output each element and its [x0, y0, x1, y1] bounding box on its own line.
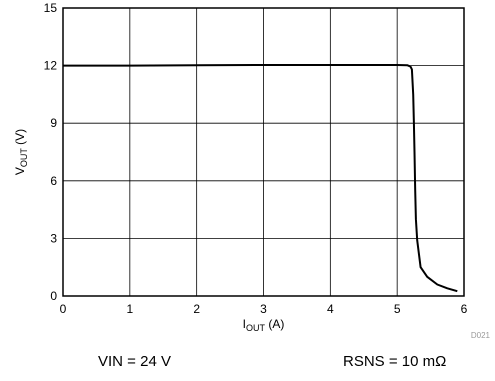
- x-axis-label: IOUT (A): [243, 317, 285, 333]
- figure-code: D021: [471, 331, 491, 340]
- x-tick-label: 0: [60, 302, 67, 316]
- y-axis-label: VOUT (V): [13, 129, 29, 175]
- y-tick-label: 15: [44, 1, 58, 15]
- x-tick-label: 4: [327, 302, 334, 316]
- y-tick-label: 9: [50, 116, 57, 130]
- x-tick-label: 5: [394, 302, 401, 316]
- x-tick-label: 3: [260, 302, 267, 316]
- plot-frame: [62, 7, 465, 297]
- series-layer: [63, 64, 458, 293]
- y-tick-label: 3: [50, 231, 57, 245]
- x-tick-label: 1: [126, 302, 133, 316]
- x-tick-label: 6: [461, 302, 468, 316]
- y-tick-label: 0: [50, 289, 57, 303]
- x-tick-label: 2: [193, 302, 200, 316]
- series-line: [63, 64, 458, 293]
- y-tick-labels: 0 3 6 9 12 15: [44, 1, 58, 303]
- condition-vin: VIN = 24 V: [98, 353, 171, 370]
- y-tick-label: 6: [50, 174, 57, 188]
- condition-rsns: RSNS = 10 mΩ: [343, 353, 447, 370]
- y-tick-label: 12: [44, 59, 58, 73]
- grid: [62, 7, 465, 297]
- x-tick-labels: 0 1 2 3 4 5 6: [60, 302, 468, 316]
